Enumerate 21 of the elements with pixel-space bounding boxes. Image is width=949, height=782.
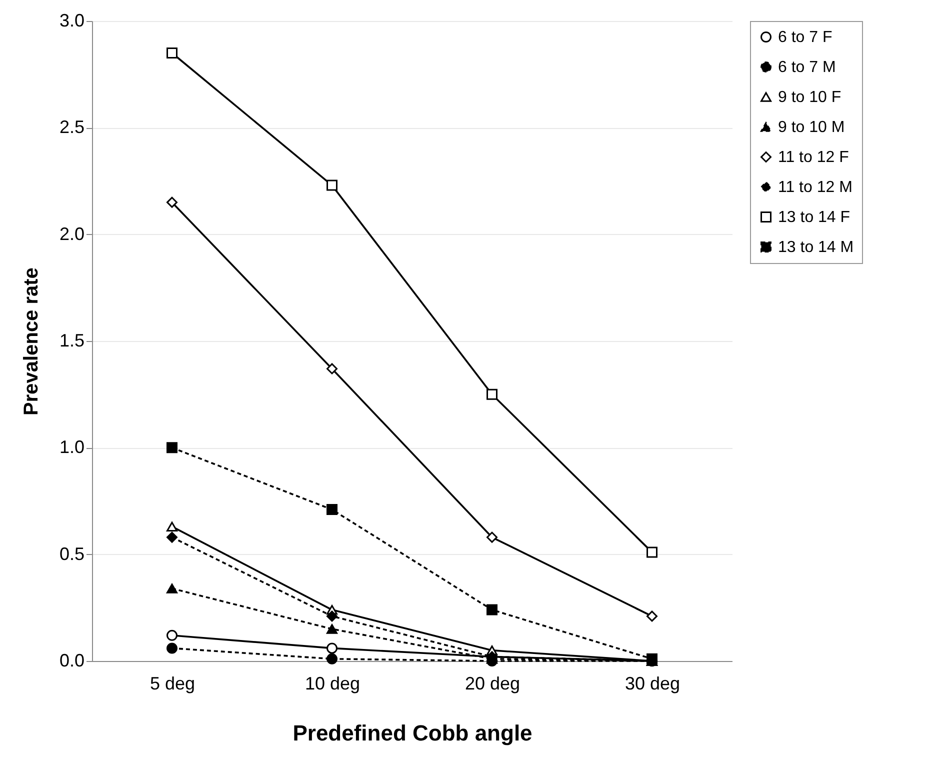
y-tick-label: 1.5 bbox=[59, 330, 84, 350]
legend-label: 13 to 14 F bbox=[778, 209, 850, 226]
y-tick-label: 2.5 bbox=[59, 117, 84, 138]
x-tick-label: 30 deg bbox=[624, 674, 680, 694]
legend-label: 9 to 10 M bbox=[778, 119, 845, 136]
x-tick-label: 20 deg bbox=[464, 674, 520, 694]
legend-label: 11 to 12 M bbox=[778, 179, 852, 196]
y-tick-label: 3.0 bbox=[59, 10, 84, 30]
y-tick-label: 2.0 bbox=[59, 224, 84, 244]
legend-label: 13 to 14 M bbox=[778, 239, 854, 256]
legend-label: 9 to 10 F bbox=[778, 89, 842, 106]
x-axis-title: Predefined Cobb angle bbox=[292, 720, 532, 746]
y-axis-title: Prevalence rate bbox=[20, 268, 42, 416]
legend-label: 6 to 7 F bbox=[778, 29, 832, 46]
legend-label: 11 to 12 F bbox=[778, 149, 850, 166]
y-tick-label: 0.0 bbox=[59, 650, 84, 670]
x-tick-label: 10 deg bbox=[304, 674, 360, 694]
legend-label: 6 to 7 M bbox=[778, 59, 836, 76]
y-tick-label: 1.0 bbox=[59, 437, 84, 458]
y-tick-label: 0.5 bbox=[59, 544, 84, 564]
x-tick-label: 5 deg bbox=[150, 674, 196, 694]
